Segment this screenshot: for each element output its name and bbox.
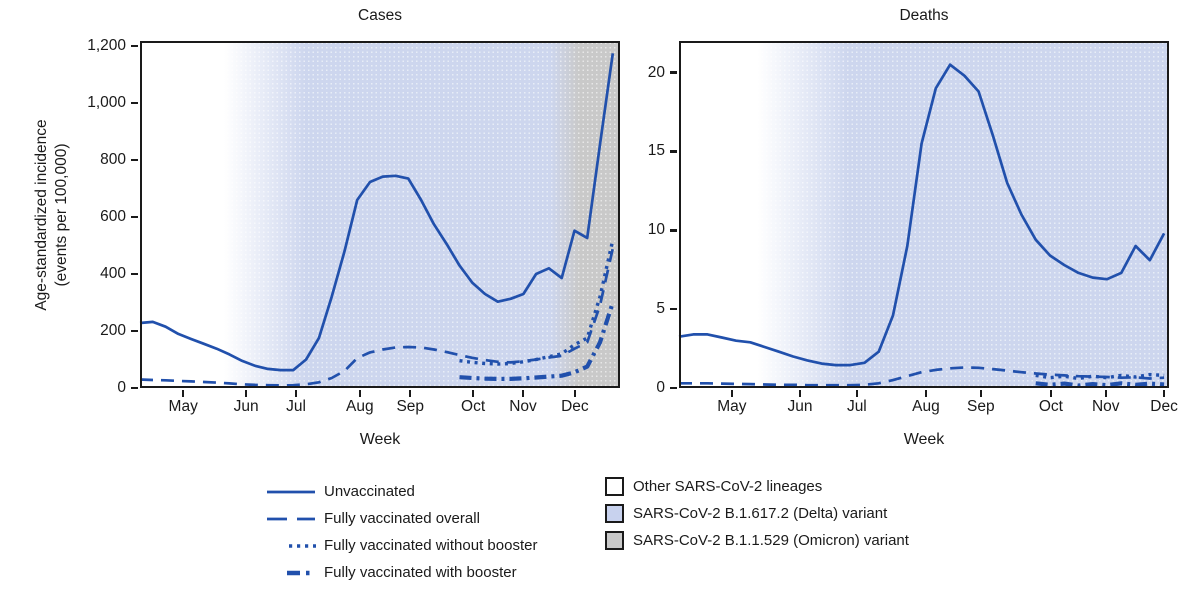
y-tick-label-1200: 1,200 (87, 37, 126, 55)
y-tick-label-600: 600 (100, 208, 126, 226)
variant-period-bands (679, 41, 1169, 388)
y-tick-label-400: 400 (100, 265, 126, 283)
cases-panel-title: Cases (358, 7, 402, 24)
deaths-lines (678, 63, 1166, 388)
y-tick-10 (669, 229, 677, 232)
x-tick-label-aug: Aug (912, 398, 940, 415)
y-tick-label-0: 0 (117, 379, 126, 396)
cases-x-axis-title: Week (359, 431, 401, 448)
y-tick-1000 (130, 101, 138, 105)
x-tick-label-sep: Sep (967, 398, 995, 415)
y-tick-1200 (130, 44, 138, 48)
legend-row-omicron-variant: SARS-CoV-2 B.1.1.529 (Omicron) variant (605, 527, 909, 554)
y-tick-label-15: 15 (647, 142, 665, 160)
variant-period-bands (140, 41, 620, 388)
legend-row-other-lineages: Other SARS-CoV-2 lineages (605, 473, 909, 500)
x-tick-label-oct: Oct (1038, 398, 1063, 415)
y-tick-label-800: 800 (100, 151, 126, 169)
legend-row-delta-variant: SARS-CoV-2 B.1.617.2 (Delta) variant (605, 500, 909, 527)
x-tick-oct (471, 390, 475, 397)
legend-label-omicron-variant: SARS-CoV-2 B.1.1.529 (Omicron) variant (633, 532, 909, 549)
dash-dot-line-icon (262, 568, 316, 578)
x-tick-may (730, 390, 734, 397)
x-tick-label-jun: Jun (787, 398, 813, 415)
y-tick-label-5: 5 (656, 300, 665, 318)
deaths-plot-area: May Jun Jul Aug Sep Oct Nov Dec 0 5 10 15 20 (648, 41, 1178, 415)
line-series-legend: Unvaccinated Fully vaccinated overall Fu… (262, 478, 537, 586)
gray-band-swatch-icon (605, 531, 624, 550)
series-unvaccinated (139, 53, 615, 372)
legend-row-with-booster: Fully vaccinated with booster (262, 559, 537, 586)
deaths-panel-title: Deaths (899, 7, 949, 24)
x-tick-jun (798, 390, 802, 397)
x-tick-label-jun: Jun (233, 398, 259, 415)
y-tick-200 (130, 329, 138, 333)
cases-lines (139, 53, 615, 387)
x-tick-nov (1104, 390, 1108, 397)
x-tick-label-may: May (717, 398, 747, 415)
legend-label-without-booster: Fully vaccinated without booster (324, 537, 538, 554)
variant-band-legend: Other SARS-CoV-2 lineages SARS-CoV-2 B.1… (605, 473, 909, 554)
x-tick-label-dec: Dec (1150, 398, 1178, 415)
legend-row-unvaccinated: Unvaccinated (262, 478, 537, 505)
legend-label-delta-variant: SARS-CoV-2 B.1.617.2 (Delta) variant (633, 505, 888, 522)
legend-label-other-lineages: Other SARS-CoV-2 lineages (633, 478, 823, 495)
y-axis-label: Age-standardized incidence (events per 1… (32, 55, 72, 375)
y-tick-label-0: 0 (656, 379, 665, 396)
x-tick-label-may: May (168, 398, 198, 415)
x-tick-label-nov: Nov (509, 398, 537, 415)
series-fully-vaccinated-overall (139, 248, 615, 387)
legend-row-fully-vaccinated-overall: Fully vaccinated overall (262, 505, 537, 532)
y-tick-label-20: 20 (647, 63, 665, 81)
series-unvaccinated (678, 63, 1166, 367)
series-fully-vaccinated-with-booster (459, 301, 615, 381)
deaths-x-axis-title: Week (903, 431, 945, 448)
y-tick-0 (669, 386, 677, 390)
y-axis-label-line1: Age-standardized incidence (33, 119, 50, 311)
series-fully-vaccinated-with-booster (1035, 381, 1165, 388)
legend-label-unvaccinated: Unvaccinated (324, 483, 415, 500)
series-fully-vaccinated-without-booster (1035, 372, 1165, 381)
y-tick-15 (669, 150, 677, 153)
x-tick-label-nov: Nov (1091, 398, 1120, 415)
x-tick-jul (294, 390, 298, 397)
x-tick-label-aug: Aug (346, 398, 374, 415)
white-band-swatch-icon (605, 477, 624, 496)
dotted-line-icon (262, 541, 316, 551)
y-tick-600 (130, 215, 138, 219)
x-tick-label-dec: Dec (561, 398, 589, 415)
legend-row-without-booster: Fully vaccinated without booster (262, 532, 537, 559)
x-tick-dec (573, 390, 577, 397)
x-tick-jun (244, 390, 248, 397)
dashed-line-icon (262, 514, 316, 524)
y-tick-label-200: 200 (100, 322, 126, 340)
y-tick-400 (130, 272, 138, 276)
x-tick-aug (358, 390, 362, 397)
x-tick-sep (979, 390, 983, 397)
x-tick-label-oct: Oct (461, 398, 486, 415)
legend-label-with-booster: Fully vaccinated with booster (324, 564, 517, 581)
x-tick-sep (408, 390, 412, 397)
y-tick-label-10: 10 (647, 221, 665, 239)
legend-label-fully-vaccinated-overall: Fully vaccinated overall (324, 510, 480, 527)
series-fully-vaccinated-without-booster (459, 239, 615, 366)
y-tick-20 (669, 71, 677, 74)
blue-band-swatch-icon (605, 504, 624, 523)
x-tick-label-sep: Sep (396, 398, 425, 415)
y-tick-5 (669, 307, 677, 311)
x-tick-oct (1049, 390, 1053, 397)
y-tick-0 (130, 386, 138, 390)
x-tick-may (181, 390, 185, 397)
x-tick-jul (855, 390, 859, 397)
x-tick-dec (1162, 390, 1166, 397)
y-tick-800 (130, 158, 138, 162)
x-tick-nov (521, 390, 525, 397)
cases-plot-area: May Jun Jul Aug Sep Oct Nov Dec 0 200 400 600 800 1,0… (87, 37, 620, 415)
x-tick-label-jul: Jul (846, 398, 867, 415)
x-tick-aug (924, 390, 928, 397)
x-tick-label-jul: Jul (286, 398, 306, 415)
solid-line-icon (262, 487, 316, 497)
y-tick-label-1000: 1,000 (87, 94, 126, 112)
